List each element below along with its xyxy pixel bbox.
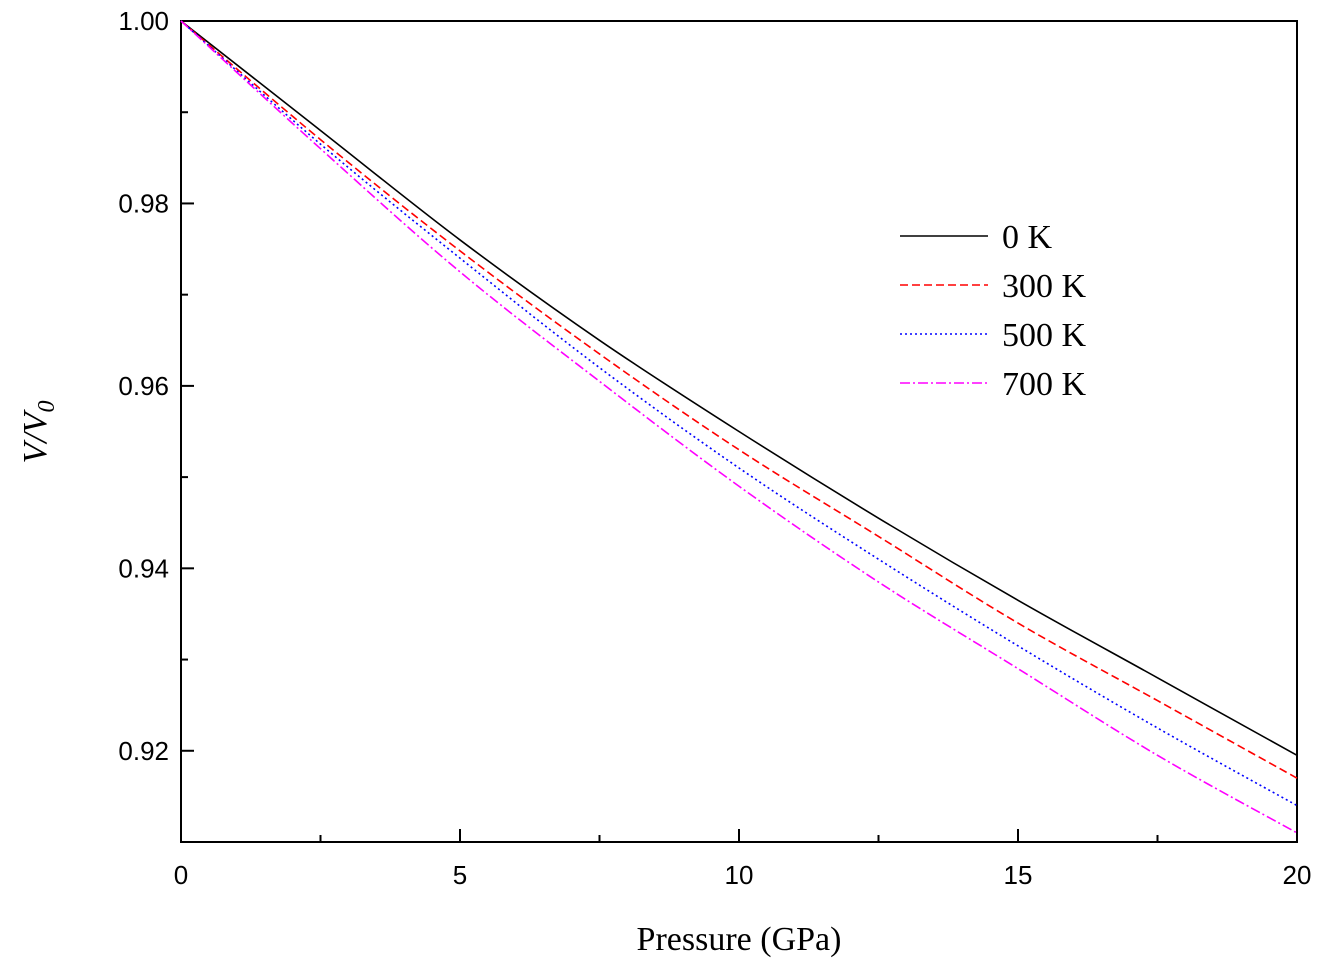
y-tick-label: 0.96 [118,371,169,401]
legend-label-0-k: 0 K [1002,219,1053,256]
series-line-0-k [180,20,1298,757]
y-tick-label: 0.94 [118,553,169,583]
y-tick-label: 1.00 [118,6,169,36]
x-tick-label: 15 [1004,860,1033,890]
axis-ticks [180,20,1298,843]
legend-label-500-k: 500 K [1002,317,1087,354]
series-line-700-k [180,20,1298,834]
series-line-500-k [180,20,1298,807]
y-axis-title: V/V0 [17,401,60,464]
legend-label-300-k: 300 K [1002,268,1087,305]
x-tick-label: 20 [1283,860,1312,890]
x-axis-title: Pressure (GPa) [637,921,842,958]
y-tick-label: 0.98 [118,188,169,218]
x-tick-label: 10 [725,860,754,890]
tick-labels: 0 5 10 15 20 0.92 0.94 0.96 0.98 1.00 [118,6,1311,890]
series-lines [180,20,1298,834]
legend-label-700-k: 700 K [1002,366,1087,403]
x-tick-label: 0 [174,860,188,890]
legend: 0 K 300 K 500 K 700 K [900,219,1087,403]
y-tick-label: 0.92 [118,736,169,766]
x-tick-label: 5 [453,860,467,890]
series-line-300-k [180,20,1298,779]
y-axis-title-sub: 0 [34,401,60,413]
y-axis-title-main: V/V [17,408,54,463]
